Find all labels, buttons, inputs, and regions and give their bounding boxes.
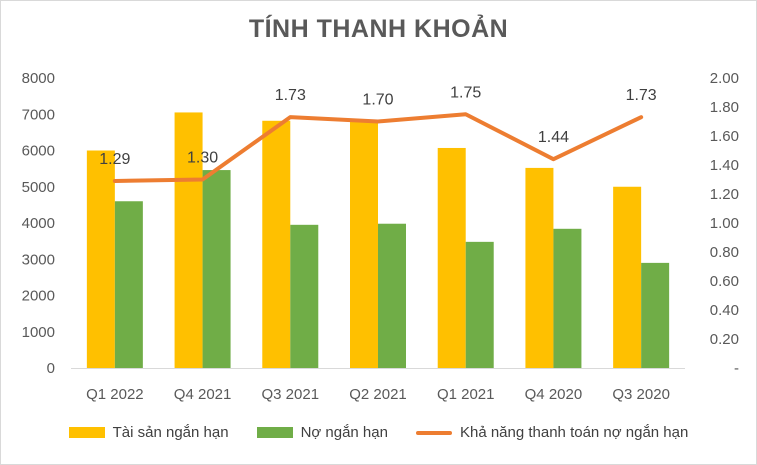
bar-no-ngan-han: [290, 224, 319, 368]
y2-tick-label: 0.20: [710, 331, 739, 348]
x-tick-label: Q1 2021: [437, 386, 495, 403]
x-tick-label: Q4 2020: [525, 386, 583, 403]
line-data-label: 1.73: [626, 87, 657, 104]
legend-item: Tài sản ngắn hạn: [68, 424, 229, 441]
x-tick-label: Q3 2021: [262, 386, 320, 403]
legend-swatch: [415, 430, 452, 435]
chart-legend: Tài sản ngắn hạn Nợ ngắn hạn Khả năng than…: [1, 424, 756, 441]
bar-no-ngan-han: [114, 201, 143, 368]
y2-tick-label: 1.60: [710, 128, 739, 145]
y-tick-label: 8000: [22, 70, 55, 87]
legend-swatch: [256, 427, 293, 438]
chart-title: TÍNH THANH KHOẢN: [248, 15, 509, 43]
y2-tick-label: -: [734, 360, 739, 377]
legend-item: Khả năng thanh toán nợ ngắn hạn: [415, 424, 689, 441]
y-tick-label: 1000: [22, 324, 55, 341]
bar-tai-san-ngan-han: [174, 112, 203, 368]
bar-tai-san-ngan-han: [437, 147, 466, 368]
bar-no-ngan-han: [378, 223, 406, 368]
bar-tai-san-ngan-han: [86, 150, 115, 368]
bar-tai-san-ngan-han: [613, 186, 642, 368]
y2-tick-label: 2.00: [710, 70, 739, 87]
bar-tai-san-ngan-han: [525, 167, 554, 368]
legend-item: Nợ ngắn hạn: [256, 424, 388, 441]
y2-tick-label: 0.80: [710, 244, 739, 261]
y-tick-label: 7000: [22, 106, 55, 123]
y2-tick-label: 1.20: [710, 186, 739, 203]
line-data-label: 1.75: [450, 84, 481, 101]
y2-tick-label: 0.40: [710, 302, 739, 319]
legend-label: Nợ ngắn hạn: [300, 424, 388, 441]
legend-label: Khả năng thanh toán nợ ngắn hạn: [459, 424, 689, 441]
y-tick-label: 4000: [22, 215, 55, 232]
bar-no-ngan-han: [641, 262, 670, 368]
y-tick-label: 0: [47, 360, 55, 377]
y2-tick-label: 1.00: [710, 215, 739, 232]
line-kha-nang-thanh-toan: [112, 112, 644, 183]
y-tick-label: 6000: [22, 143, 55, 160]
legend-label: Tài sản ngắn hạn: [112, 424, 229, 441]
y2-tick-label: 1.40: [710, 157, 739, 174]
y-tick-label: 5000: [22, 179, 55, 196]
legend-swatch: [68, 427, 105, 438]
bar-tai-san-ngan-han: [350, 121, 378, 368]
bar-no-ngan-han: [465, 241, 494, 368]
y-tick-label: 2000: [22, 288, 55, 305]
bar-no-ngan-han: [202, 170, 231, 368]
y2-tick-label: 1.80: [710, 99, 739, 116]
y-tick-label: 3000: [22, 251, 55, 268]
x-tick-label: Q1 2022: [86, 386, 144, 403]
x-tick-label: Q4 2021: [174, 386, 232, 403]
line-data-label: 1.44: [538, 129, 569, 146]
x-tick-label: Q2 2021: [349, 386, 407, 403]
line-data-label: 1.29: [99, 151, 130, 168]
y2-tick-label: 0.60: [710, 273, 739, 290]
line-data-label: 1.30: [187, 150, 218, 167]
line-data-label: 1.70: [362, 92, 393, 109]
x-tick-label: Q3 2020: [612, 386, 670, 403]
bar-tai-san-ngan-han: [262, 120, 291, 369]
bar-no-ngan-han: [553, 228, 582, 368]
line-data-label: 1.73: [275, 87, 306, 104]
